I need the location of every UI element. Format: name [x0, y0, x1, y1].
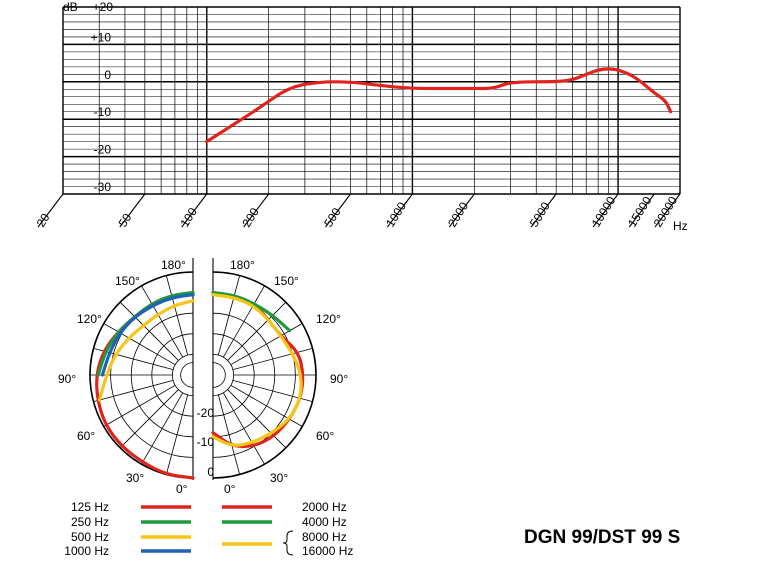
polar-pattern-chart: 0° 30° 60° 90° 120° 150° 180° 0° 30° 60° 90° 120° 15…	[58, 254, 348, 500]
polar-curve-4	[211, 291, 305, 449]
angle-label: 180°	[161, 258, 186, 272]
angle-label: 120°	[77, 312, 102, 326]
y-tick-label: -10	[94, 105, 112, 119]
polar-radial	[93, 379, 174, 403]
polar-radial	[165, 394, 189, 475]
polar-radial	[119, 301, 179, 361]
x-tick-label: 200	[239, 205, 262, 230]
angle-label: 0°	[176, 482, 188, 496]
y-tick-label: -20	[94, 143, 112, 157]
y-tick-label: +20	[93, 0, 114, 14]
legend-brace	[282, 530, 294, 556]
x-tick-mark	[37, 193, 64, 228]
polar-curve-3	[100, 293, 195, 377]
polar-radial	[222, 392, 265, 465]
x-tick-label: 500	[321, 205, 344, 230]
x-tick-label: 50	[116, 211, 135, 230]
radius-label: -20	[197, 406, 215, 420]
x-tick-mark	[654, 193, 681, 228]
x-tick-mark	[325, 193, 351, 228]
radius-label: -10	[197, 435, 215, 449]
x-tick-mark	[243, 193, 270, 228]
legend-label: 125 Hz	[71, 500, 109, 514]
x-tick-mark	[386, 193, 413, 228]
angle-label: 120°	[316, 312, 341, 326]
x-tick-mark	[592, 193, 619, 228]
polar-split	[194, 254, 212, 500]
polar-radial	[103, 384, 176, 427]
x-tick-mark	[448, 193, 475, 228]
angle-label: 90°	[330, 372, 348, 386]
polar-radial	[222, 285, 265, 358]
x-tick-label: 20	[34, 211, 53, 230]
polar-radial	[230, 384, 303, 427]
polar-curve-6	[211, 293, 303, 447]
x-tick-mark	[119, 193, 146, 228]
y-tick-label: -30	[94, 180, 112, 194]
legend-label: 2000 Hz	[302, 500, 347, 514]
y-tick-label: 0	[104, 68, 111, 82]
polar-radial	[227, 389, 287, 449]
legend-label: 500 Hz	[71, 530, 109, 544]
polar-radial	[232, 347, 313, 371]
angle-label: 30°	[126, 471, 144, 485]
angle-label: 60°	[316, 429, 334, 443]
response-curve-0	[205, 67, 673, 144]
polar-radial	[119, 389, 179, 449]
x-tick-label: 15000	[625, 194, 655, 230]
x-tick-mark	[530, 193, 557, 228]
polar-hub	[180, 362, 194, 388]
model-label: DGN 99/DST 99 S	[524, 527, 680, 548]
polar-hub	[212, 362, 226, 388]
angle-label: 180°	[230, 258, 255, 272]
polar-curve-5	[211, 291, 292, 333]
y-axis-label: dB	[63, 0, 78, 14]
polar-radial	[103, 323, 176, 366]
legend-label: 8000 Hz	[302, 530, 347, 544]
angle-label: 150°	[274, 274, 299, 288]
angle-label: 60°	[77, 429, 95, 443]
polar-radial	[217, 275, 241, 356]
polar-radial	[165, 275, 189, 356]
polar-radial	[217, 394, 241, 475]
x-tick-mark	[181, 193, 208, 228]
x-axis-label: Hz	[673, 219, 688, 233]
legend-label: 250 Hz	[71, 515, 109, 529]
polar-radial	[141, 392, 184, 465]
angle-label: 150°	[115, 274, 140, 288]
legend-label: 16000 Hz	[302, 544, 353, 558]
angle-label: 0°	[224, 482, 236, 496]
legend-label: 1000 Hz	[64, 544, 109, 558]
legend-label: 4000 Hz	[302, 515, 347, 529]
polar-radial	[141, 285, 184, 358]
radius-label: 0	[207, 465, 214, 479]
x-tick-mark	[628, 193, 655, 228]
x-tick-label: 10000	[589, 194, 619, 230]
y-tick-label: +10	[91, 30, 112, 44]
polar-curve-2	[97, 299, 195, 402]
angle-label: 90°	[58, 372, 76, 386]
polar-radial	[227, 301, 287, 361]
x-tick-label: 100	[177, 205, 200, 230]
angle-label: 30°	[270, 471, 288, 485]
